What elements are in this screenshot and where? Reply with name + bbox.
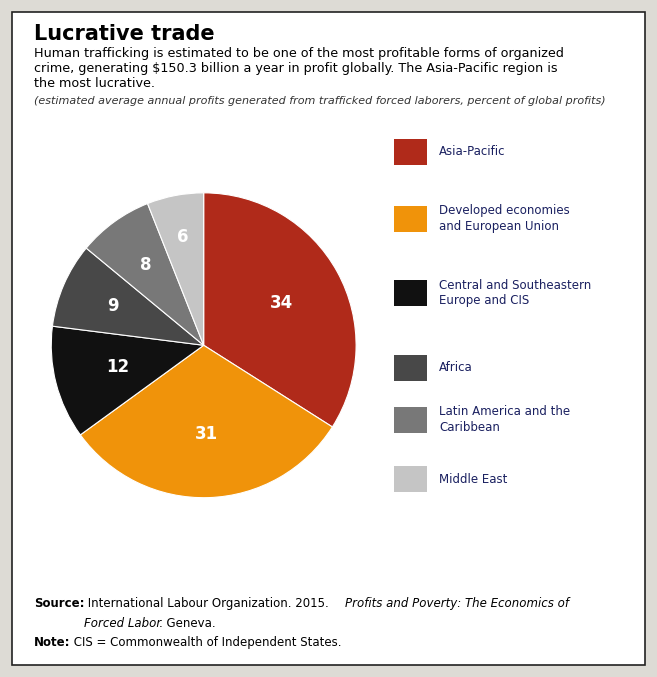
Text: 9: 9	[107, 297, 118, 315]
Text: Africa: Africa	[439, 361, 473, 374]
Text: the most lucrative.: the most lucrative.	[34, 77, 155, 90]
Text: (estimated average annual profits generated from trafficked forced laborers, per: (estimated average annual profits genera…	[34, 96, 606, 106]
Text: Human trafficking is estimated to be one of the most profitable forms of organiz: Human trafficking is estimated to be one…	[34, 47, 564, 60]
Text: 6: 6	[177, 228, 189, 246]
Text: Forced Labor: Forced Labor	[84, 617, 162, 630]
Wedge shape	[204, 193, 356, 427]
Text: Developed economies
and European Union: Developed economies and European Union	[439, 204, 570, 233]
Text: 34: 34	[269, 294, 293, 311]
Text: Profits and Poverty: The Economics of: Profits and Poverty: The Economics of	[345, 597, 568, 610]
Wedge shape	[51, 326, 204, 435]
Bar	[394, 280, 426, 306]
Text: Latin America and the
Caribbean: Latin America and the Caribbean	[439, 406, 570, 434]
Bar	[394, 466, 426, 492]
Wedge shape	[80, 345, 332, 498]
Wedge shape	[86, 204, 204, 345]
Text: Middle East: Middle East	[439, 473, 507, 486]
Text: 31: 31	[195, 424, 218, 443]
Text: International Labour Organization. 2015.: International Labour Organization. 2015.	[84, 597, 333, 610]
Text: crime, generating $150.3 billion a year in profit globally. The Asia-Pacific reg: crime, generating $150.3 billion a year …	[34, 62, 558, 75]
Text: 12: 12	[106, 358, 129, 376]
Text: Asia-Pacific: Asia-Pacific	[439, 145, 506, 158]
Bar	[394, 407, 426, 433]
Text: . Geneva.: . Geneva.	[159, 617, 215, 630]
Text: Lucrative trade: Lucrative trade	[34, 24, 215, 44]
Bar	[394, 206, 426, 232]
Wedge shape	[53, 248, 204, 345]
Text: 8: 8	[140, 256, 151, 274]
Text: CIS = Commonwealth of Independent States.: CIS = Commonwealth of Independent States…	[70, 636, 342, 649]
Text: Note:: Note:	[34, 636, 71, 649]
Bar	[394, 139, 426, 165]
FancyBboxPatch shape	[12, 12, 645, 665]
Bar	[394, 355, 426, 380]
Text: Central and Southeastern
Europe and CIS: Central and Southeastern Europe and CIS	[439, 279, 591, 307]
Wedge shape	[148, 193, 204, 345]
Text: Source:: Source:	[34, 597, 85, 610]
